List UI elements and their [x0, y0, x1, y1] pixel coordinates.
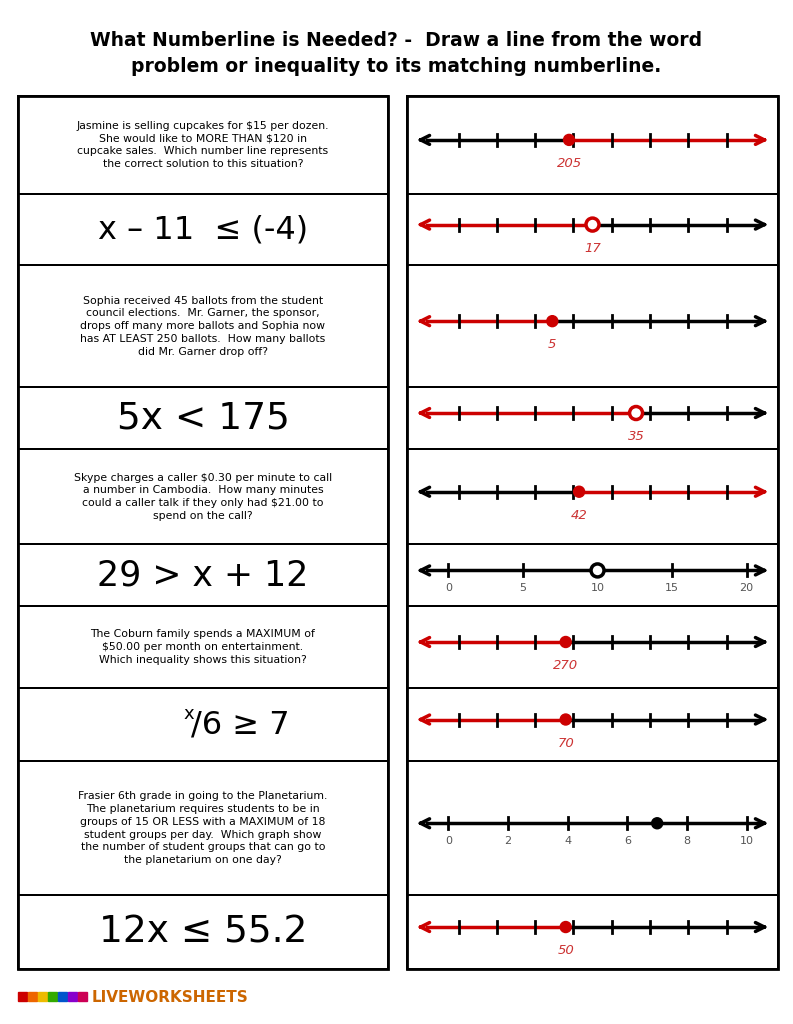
- Text: 4: 4: [564, 837, 571, 846]
- Bar: [18, 96, 388, 194]
- Bar: [48, 992, 57, 1001]
- Text: The Coburn family spends a MAXIMUM of
$50.00 per month on entertainment.
Which i: The Coburn family spends a MAXIMUM of $5…: [90, 629, 316, 665]
- Bar: [68, 992, 77, 1001]
- Bar: [18, 687, 388, 762]
- Text: What Numberline is Needed? -  Draw a line from the word: What Numberline is Needed? - Draw a line…: [90, 32, 702, 50]
- Bar: [407, 194, 778, 265]
- Text: problem or inequality to its matching numberline.: problem or inequality to its matching nu…: [131, 56, 661, 76]
- Text: Skype charges a caller $0.30 per minute to call
a number in Cambodia.  How many : Skype charges a caller $0.30 per minute …: [74, 472, 332, 521]
- Text: 0: 0: [445, 584, 452, 594]
- Circle shape: [591, 564, 604, 577]
- Text: x – 11  ≤ (-4): x – 11 ≤ (-4): [98, 214, 308, 245]
- Text: Jasmine is selling cupcakes for $15 per dozen.
She would like to MORE THAN $120 : Jasmine is selling cupcakes for $15 per …: [77, 121, 329, 169]
- Circle shape: [652, 818, 663, 828]
- Text: Frasier 6th grade in going to the Planetarium.
The planetarium requires students: Frasier 6th grade in going to the Planet…: [79, 792, 328, 865]
- Circle shape: [560, 714, 571, 725]
- Text: LIVEWORKSHEETS: LIVEWORKSHEETS: [92, 989, 249, 1005]
- Bar: [407, 265, 778, 387]
- Text: 15: 15: [665, 584, 679, 594]
- Bar: [28, 992, 37, 1001]
- Text: 205: 205: [557, 157, 581, 170]
- Bar: [407, 387, 778, 449]
- Circle shape: [586, 218, 599, 231]
- Text: /6 ≥ 7: /6 ≥ 7: [191, 709, 289, 740]
- Bar: [407, 606, 778, 687]
- Circle shape: [560, 922, 571, 933]
- Bar: [78, 992, 87, 1001]
- Bar: [407, 895, 778, 969]
- Bar: [58, 992, 67, 1001]
- Circle shape: [547, 315, 557, 327]
- Bar: [18, 96, 388, 969]
- Bar: [18, 265, 388, 387]
- Text: 50: 50: [557, 944, 574, 957]
- Text: 5: 5: [548, 338, 557, 351]
- Text: 17: 17: [584, 242, 601, 255]
- Circle shape: [630, 407, 642, 420]
- Text: 70: 70: [557, 736, 574, 750]
- Circle shape: [560, 637, 571, 647]
- Text: x: x: [184, 705, 194, 723]
- Text: 8: 8: [684, 837, 691, 846]
- Text: 5x < 175: 5x < 175: [117, 400, 289, 436]
- Text: 12x ≤ 55.2: 12x ≤ 55.2: [99, 914, 307, 950]
- Text: 270: 270: [554, 659, 578, 672]
- Bar: [18, 449, 388, 545]
- Bar: [18, 194, 388, 265]
- Text: 6: 6: [624, 837, 631, 846]
- Bar: [407, 96, 778, 969]
- Text: 10: 10: [740, 837, 753, 846]
- Text: 29 > x + 12: 29 > x + 12: [98, 558, 308, 593]
- Text: 20: 20: [740, 584, 753, 594]
- Bar: [407, 449, 778, 545]
- Bar: [18, 992, 27, 1001]
- Circle shape: [573, 486, 584, 498]
- Circle shape: [564, 134, 575, 145]
- Text: 0: 0: [445, 837, 452, 846]
- Text: Sophia received 45 ballots from the student
council elections.  Mr. Garner, the : Sophia received 45 ballots from the stud…: [80, 296, 326, 356]
- Bar: [18, 387, 388, 449]
- Bar: [407, 687, 778, 762]
- Text: 2: 2: [504, 837, 511, 846]
- Bar: [407, 96, 778, 194]
- Bar: [18, 762, 388, 895]
- Bar: [18, 606, 388, 687]
- Text: 42: 42: [571, 509, 588, 521]
- Bar: [407, 545, 778, 606]
- Text: 5: 5: [519, 584, 527, 594]
- Bar: [18, 895, 388, 969]
- Bar: [38, 992, 47, 1001]
- Bar: [407, 762, 778, 895]
- Text: 35: 35: [628, 430, 645, 443]
- Bar: [18, 545, 388, 606]
- Text: 10: 10: [591, 584, 604, 594]
